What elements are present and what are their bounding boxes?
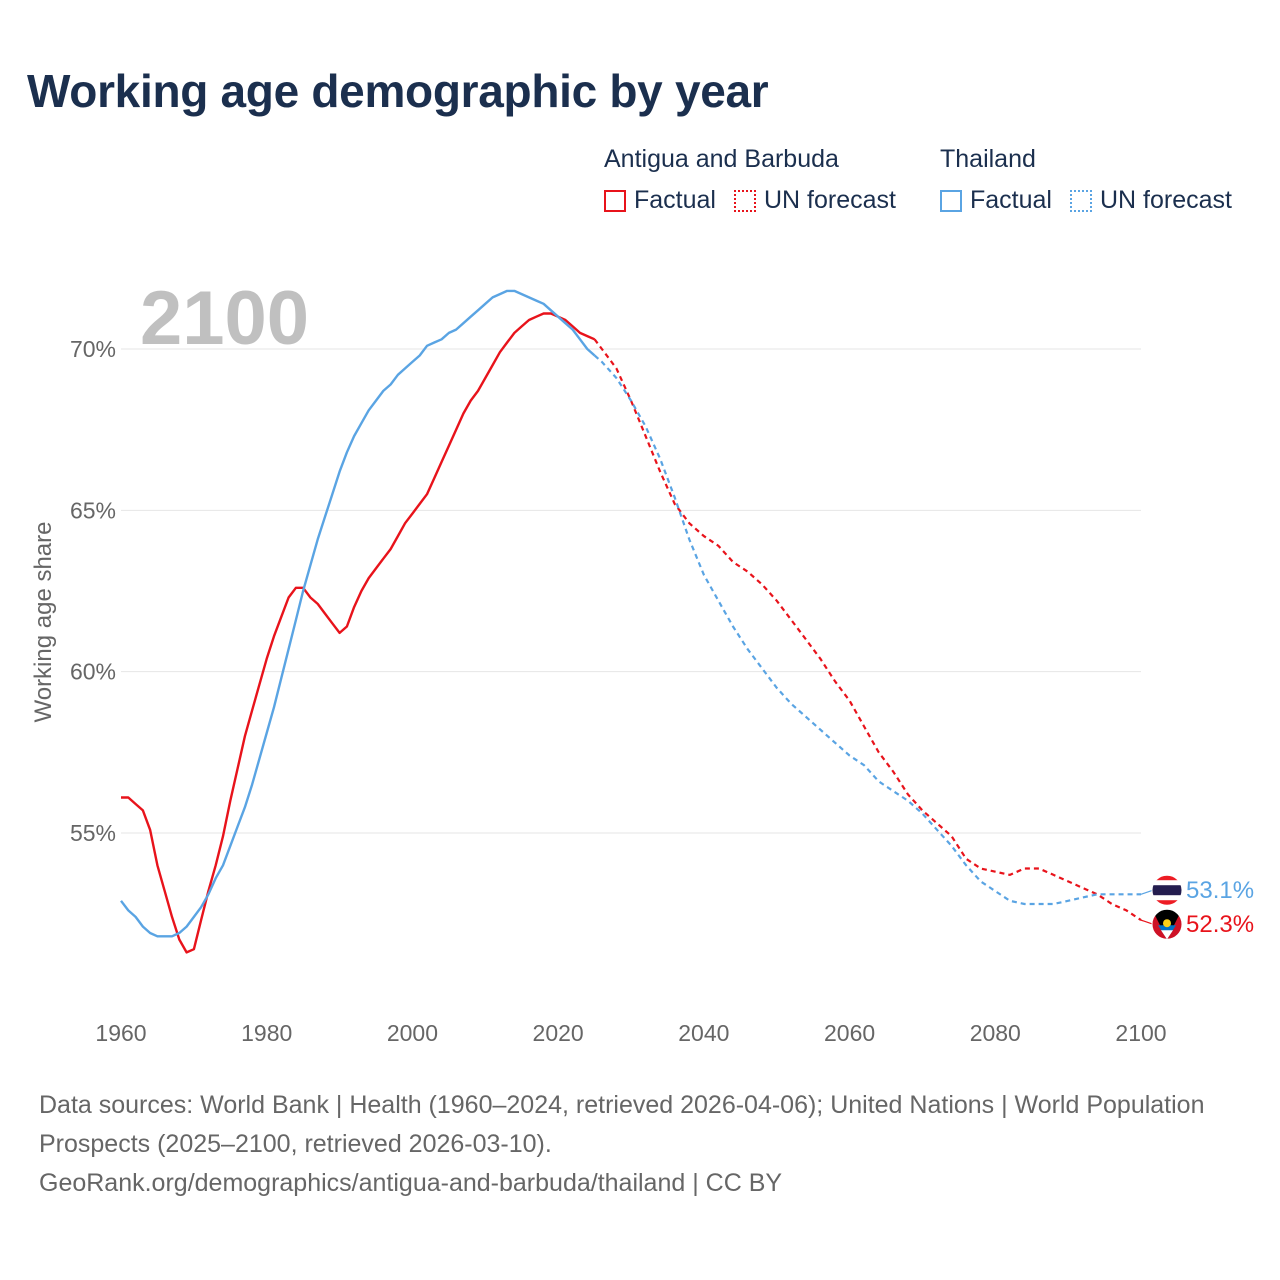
legend-swatch-solid: [604, 189, 626, 212]
legend-item-forecast[interactable]: UN forecast: [1069, 186, 1232, 215]
y-tick-label: 55%: [70, 820, 116, 846]
x-tick-label: 1960: [95, 1020, 146, 1046]
x-tick-label: 2080: [970, 1020, 1021, 1046]
legend-item-factual[interactable]: Factual: [940, 186, 1052, 215]
line-chart: 2100 55% 60% 65% 70% 1960 1980 2000 2020 2040 2060…: [30, 276, 1254, 1046]
flag-body: [1152, 909, 1182, 940]
x-tick-label: 2020: [533, 1020, 584, 1046]
y-tick-label: 65%: [70, 497, 116, 523]
flag-outline: [1151, 874, 1183, 906]
legend-swatch-solid: [940, 189, 962, 212]
source-link[interactable]: GeoRank.org/demographics/antigua-and-bar…: [39, 1169, 783, 1197]
y-tick-label: 60%: [70, 659, 116, 685]
legend-group-title: Thailand: [940, 145, 1036, 173]
series-line-forecast: [593, 338, 1142, 922]
legend-antigua-and-barbuda: Antigua and Barbuda Factual UN forecast: [604, 144, 896, 215]
x-tick-label: 2060: [824, 1020, 875, 1046]
footer: Data sources: World Bank | Health (1960–…: [39, 1086, 1239, 1203]
antigua-and-barbuda-flag: [1151, 908, 1183, 940]
series-line-factual: [120, 289, 596, 938]
legend-label: Factual: [634, 186, 716, 214]
flag-band: [1161, 930, 1173, 940]
end-value-label: 52.3%: [1186, 911, 1254, 938]
legend-label: Factual: [970, 186, 1052, 214]
x-tick-label: 2000: [387, 1020, 438, 1046]
label-connector: [1140, 919, 1154, 925]
legend-item-forecast[interactable]: UN forecast: [733, 186, 896, 215]
legend-label: UN forecast: [763, 186, 896, 214]
series-line-factual: [121, 312, 596, 954]
legend-label: UN forecast: [1099, 186, 1232, 214]
data-sources: Data sources: World Bank | Health (1960–…: [39, 1091, 1205, 1158]
year-watermark: 2100: [140, 276, 309, 361]
flag-outline: [1151, 908, 1183, 940]
series-line-forecast: [593, 354, 1141, 906]
y-axis-label: Working age share: [30, 522, 57, 723]
flag-sun: [1163, 919, 1171, 928]
legend-swatch-dotted: [733, 189, 756, 212]
thailand-flag: [1151, 874, 1183, 906]
y-tick-label: 70%: [70, 336, 116, 362]
label-connector: [1140, 889, 1154, 895]
flag-stripe: [1152, 885, 1182, 896]
x-tick-label: 1980: [241, 1020, 292, 1046]
legend-group-title: Antigua and Barbuda: [604, 145, 839, 173]
end-value-label: 53.1%: [1186, 877, 1254, 904]
x-tick-label: 2040: [678, 1020, 729, 1046]
legend-swatch-dotted: [1069, 189, 1092, 212]
legend-thailand: Thailand Factual UN forecast: [940, 144, 1232, 215]
chart-title: Working age demographic by year: [27, 65, 769, 117]
flag-body: [1152, 875, 1182, 906]
x-tick-label: 2100: [1115, 1020, 1166, 1046]
legend-item-factual[interactable]: Factual: [604, 186, 716, 215]
